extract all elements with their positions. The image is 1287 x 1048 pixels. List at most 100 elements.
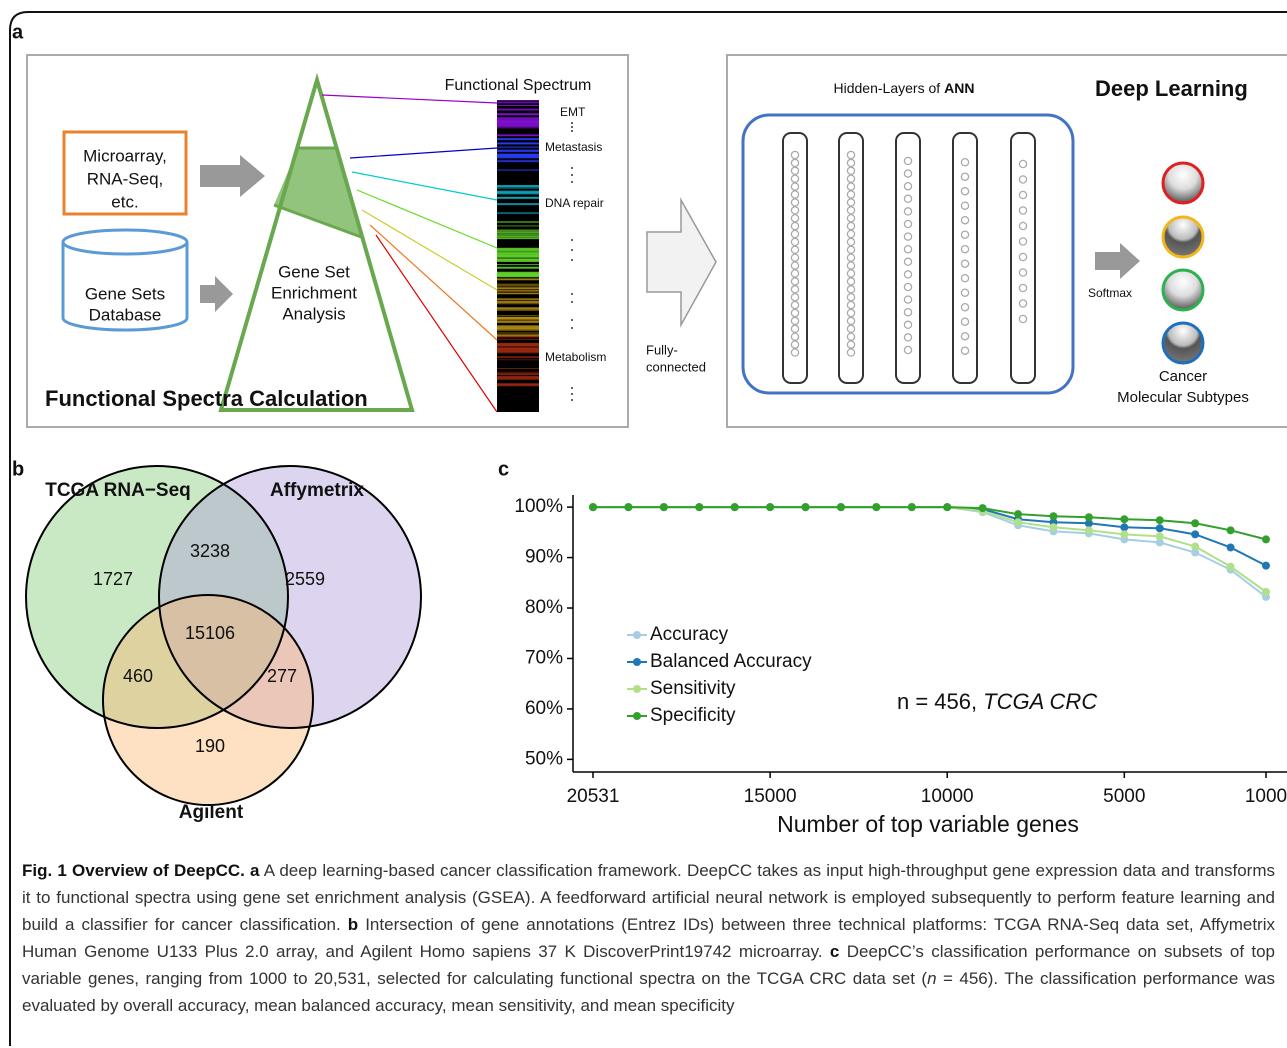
caption-run: b bbox=[348, 915, 358, 934]
spectrum-stripe bbox=[497, 298, 539, 300]
spectrum-stripe bbox=[497, 346, 539, 347]
input-text: Microarray, bbox=[83, 146, 167, 165]
spectrum-label: DNA repair bbox=[545, 196, 604, 210]
spectrum-stripe bbox=[497, 225, 539, 226]
spectrum-stripe bbox=[497, 290, 539, 292]
y-tick-label: 80% bbox=[525, 597, 563, 618]
spectrum-stripe bbox=[497, 339, 539, 340]
data-point bbox=[1120, 523, 1128, 531]
chart-annotation: n = 456,TCGA CRC bbox=[897, 689, 1097, 714]
spectrum-stripe bbox=[497, 356, 539, 358]
database-top bbox=[63, 230, 187, 254]
input-text: RNA-Seq, bbox=[87, 169, 164, 188]
spectrum-stripe bbox=[497, 234, 539, 237]
spectrum-stripe bbox=[497, 142, 539, 144]
figure-page: aMicroarray,RNA-Seq,etc.Gene SetsDatabas… bbox=[0, 0, 1287, 1048]
arrow bbox=[200, 276, 233, 312]
spectrum-stripe bbox=[497, 221, 539, 223]
spectrum-title: Functional Spectrum bbox=[445, 77, 592, 94]
data-point bbox=[1262, 562, 1270, 570]
data-point bbox=[1156, 532, 1164, 540]
spectrum-stripe bbox=[497, 333, 539, 334]
legend-label: Balanced Accuracy bbox=[650, 651, 812, 672]
spectrum-stripe bbox=[497, 384, 539, 386]
data-point bbox=[1120, 515, 1128, 523]
annotation-text: n = 456, bbox=[897, 689, 977, 714]
subtype-circle bbox=[1163, 217, 1203, 257]
spectrum-label: EMT bbox=[560, 105, 586, 119]
spectrum-stripe bbox=[497, 135, 539, 136]
input-text: etc. bbox=[111, 192, 138, 211]
data-point bbox=[1120, 530, 1128, 538]
spectrum-stripe bbox=[497, 109, 539, 111]
y-tick-label: 90% bbox=[525, 547, 563, 568]
data-point bbox=[1191, 542, 1199, 550]
caption-run: Fig. 1 Overview of DeepCC. bbox=[22, 861, 245, 880]
spectrum-stripe bbox=[497, 348, 539, 349]
caption-run: n bbox=[927, 969, 936, 988]
spectrum-stripe bbox=[497, 160, 539, 162]
spectrum-stripe bbox=[497, 212, 539, 214]
spectrum-stripe bbox=[497, 302, 539, 303]
hidden-layers bbox=[783, 133, 1035, 383]
layer bbox=[783, 133, 807, 383]
x-tick-label: 20531 bbox=[567, 786, 620, 807]
series-line bbox=[593, 507, 1266, 566]
spectrum-stripe bbox=[497, 345, 539, 346]
data-point bbox=[589, 503, 597, 511]
panel-label: a bbox=[12, 21, 24, 43]
layer bbox=[1011, 133, 1035, 383]
data-point bbox=[1227, 526, 1235, 534]
venn-set-label: TCGA RNA−Seq bbox=[45, 480, 191, 501]
spectrum-stripe bbox=[497, 156, 539, 158]
database-text: Database bbox=[89, 305, 162, 324]
spectrum-stripe bbox=[497, 317, 539, 320]
gsea-text: Enrichment bbox=[271, 283, 357, 302]
venn-set-label: Agilent bbox=[179, 802, 244, 823]
arrow bbox=[1095, 243, 1140, 279]
spectrum-stripe bbox=[497, 105, 539, 106]
spectrum-stripe bbox=[497, 120, 539, 123]
caption-run: a bbox=[250, 861, 259, 880]
venn-set-label: Affymetrix bbox=[270, 480, 364, 501]
spectrum-stripe bbox=[497, 138, 539, 140]
data-point bbox=[1227, 543, 1235, 551]
link-line bbox=[370, 225, 497, 340]
spectrum-stripe bbox=[497, 284, 539, 287]
spectrum-stripe bbox=[497, 259, 539, 262]
link-line bbox=[362, 210, 497, 290]
data-point bbox=[1085, 513, 1093, 521]
spectrum-stripe bbox=[497, 350, 539, 352]
connection-text: Fully- bbox=[646, 342, 678, 357]
subtype-circle bbox=[1163, 270, 1203, 310]
legend-marker bbox=[633, 712, 641, 720]
spectrum-stripe bbox=[497, 100, 539, 101]
data-point bbox=[1191, 530, 1199, 538]
venn-count: 15106 bbox=[185, 623, 235, 643]
legend-marker bbox=[633, 685, 641, 693]
data-point bbox=[837, 503, 845, 511]
spectrum-stripe bbox=[497, 359, 539, 360]
y-tick-label: 60% bbox=[525, 698, 563, 719]
link-line bbox=[352, 172, 497, 200]
spectrum-stripe bbox=[497, 348, 539, 351]
venn-count: 277 bbox=[267, 666, 297, 686]
output-text: Molecular Subtypes bbox=[1117, 389, 1249, 406]
data-point bbox=[1227, 563, 1235, 571]
link-line bbox=[350, 148, 497, 158]
spectrum-stripe bbox=[497, 378, 539, 379]
data-point bbox=[731, 503, 739, 511]
data-point bbox=[624, 503, 632, 511]
x-tick-label: 15000 bbox=[744, 786, 797, 807]
data-point bbox=[1191, 519, 1199, 527]
data-point bbox=[1262, 588, 1270, 596]
spectrum-stripe bbox=[497, 126, 539, 128]
data-point bbox=[695, 503, 703, 511]
output-text: Cancer bbox=[1159, 368, 1207, 385]
spectrum-stripe bbox=[497, 372, 539, 373]
spectrum-stripe bbox=[497, 267, 539, 269]
venn-count: 190 bbox=[195, 736, 225, 756]
y-tick-label: 100% bbox=[514, 496, 563, 517]
spectrum-stripe bbox=[497, 321, 539, 323]
legend-label: Sensitivity bbox=[650, 678, 736, 699]
